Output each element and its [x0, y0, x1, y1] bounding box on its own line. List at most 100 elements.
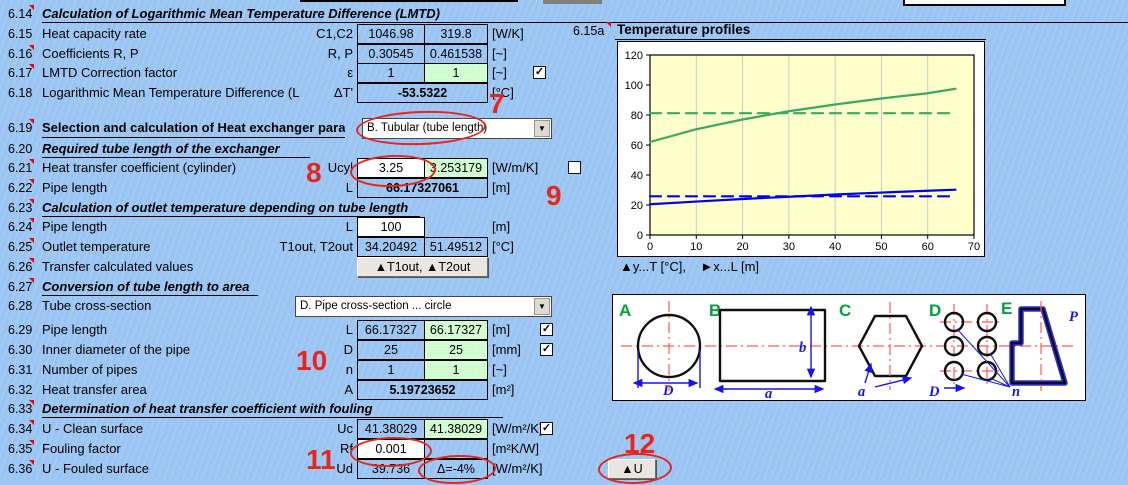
x-tick-label: 50 [875, 241, 887, 253]
row-label: Outlet temperature [42, 239, 151, 254]
row-number: 6.34 [8, 422, 33, 436]
unit-label: [W/m²/K] [492, 461, 543, 476]
button-transfer-values[interactable]: ▲T1out, ▲T2out [357, 257, 488, 277]
unit-label: [m²K/W] [492, 441, 539, 456]
row-6.21: 6.21 Heat transfer coefficient (cylinder)… [0, 158, 1128, 178]
tube [943, 335, 965, 357]
row-symbol: A [344, 382, 353, 397]
cell-6.17-value2[interactable]: 1 [424, 63, 488, 83]
row-6.28: 6.28 Tube cross-section D. Pipe cross-sect… [0, 296, 1128, 317]
cell-6.31-value2[interactable]: 1 [424, 360, 488, 380]
y-tick-label: 60 [631, 140, 643, 152]
comment-marker-icon [29, 460, 34, 465]
cell-6.17-value1[interactable]: 1 [357, 63, 425, 83]
cell-6.29-value2[interactable]: 66.17327 [424, 320, 488, 340]
cell-6.36-value2[interactable]: Δ=-4% [424, 459, 488, 479]
row-symbol: Rf [340, 441, 353, 456]
row-symbol: C1,C2 [316, 26, 353, 41]
dropdown-value: B. Tubular (tube length) [367, 122, 488, 134]
checkbox-6.34[interactable]: ✓ [540, 422, 553, 435]
cell-6.18-value[interactable]: -53.5322 [357, 83, 488, 103]
comment-marker-icon [606, 22, 611, 27]
cell-6.31-value1[interactable]: 1 [357, 360, 425, 380]
n-pointer [960, 373, 1011, 388]
comment-marker-icon [29, 179, 34, 184]
checkbox-6.21[interactable] [568, 161, 581, 174]
dropdown-6.19[interactable]: B. Tubular (tube length) ▼ [362, 118, 552, 139]
plot-area [650, 55, 974, 235]
row-6.22: 6.22 Pipe length L 66.17327061 [m] [0, 178, 1128, 198]
row-label: Inner diameter of the pipe [42, 342, 191, 357]
row-number: 6.24 [8, 220, 33, 234]
comment-marker-icon [29, 64, 34, 69]
row-6.23: 6.23 Calculation of outlet temperature de… [0, 198, 1128, 218]
cell-6.29-value1[interactable]: 66.17327 [357, 320, 425, 340]
chevron-down-icon[interactable]: ▼ [534, 120, 550, 137]
cell-6.15-value1[interactable]: 1046.98 [357, 24, 425, 44]
row-number: 6.36 [8, 462, 33, 476]
cell-6.16-value1[interactable]: 0.30545 [357, 44, 425, 64]
button-update-u[interactable]: ▲U [608, 459, 656, 479]
circle-section [636, 313, 702, 379]
comment-marker-icon [29, 420, 34, 425]
cell-6.32-value[interactable]: 5.19723652 [357, 380, 488, 400]
cell-6.16-value2[interactable]: 0.461538 [424, 44, 488, 64]
checkbox-6.29[interactable]: ✓ [540, 323, 553, 336]
tube [976, 311, 998, 333]
row-label: Heat transfer area [42, 382, 147, 397]
section-underline [42, 22, 1128, 23]
cell-6.22-value[interactable]: 66.17327061 [357, 178, 488, 198]
unit-label: [m] [492, 219, 511, 234]
chevron-down-icon[interactable]: ▼ [534, 298, 550, 315]
comment-marker-icon [29, 45, 34, 50]
comment-marker-icon [29, 119, 34, 124]
comment-marker-icon [29, 5, 34, 10]
checkbox-6.30[interactable]: ✓ [540, 343, 553, 356]
unit-label: [°C] [492, 85, 514, 100]
hex-dim-arrow [874, 375, 913, 388]
row-label: Pipe length [42, 322, 108, 337]
row-label: Coefficients R, P [42, 46, 139, 61]
section-d-label: D [929, 301, 941, 320]
row-number: 6.14 [8, 7, 33, 21]
row-label: U - Fouled surface [42, 461, 149, 476]
row-symbol: D [343, 342, 353, 357]
cell-6.21-value1[interactable]: 3.25 [357, 158, 425, 178]
cell-6.35-value1[interactable]: 0.001 [357, 439, 425, 459]
cell-6.30-value1[interactable]: 25 [357, 340, 425, 360]
dim-label-d: D [662, 383, 674, 399]
x-tick-label: 40 [829, 241, 841, 253]
cell-6.24-value1[interactable]: 100 [357, 217, 425, 237]
row-number: 6.30 [8, 343, 33, 357]
x-tick-label: 0 [647, 241, 653, 253]
partial-gray-cell [543, 0, 602, 4]
cell-6.15-value2[interactable]: 319.8 [424, 24, 488, 44]
dim-label-bundle-n: n [1012, 384, 1020, 399]
section-b-label: B [709, 301, 721, 320]
row-symbol: L [345, 219, 353, 234]
unit-label: [~] [492, 65, 507, 80]
cell-6.25-value2[interactable]: 51.49512 [424, 237, 488, 257]
pipe-cross-section-diagram: A D B b a C a D [612, 294, 1086, 402]
row-number: 6.20 [8, 142, 33, 156]
cell-6.30-value2[interactable]: 25 [424, 340, 488, 360]
row-6.35: 6.35 Fouling factor Rf 0.001 [m²K/W] [0, 439, 1128, 459]
annotation-number-10: 10 [296, 345, 328, 376]
cell-6.25-value1[interactable]: 34.20492 [357, 237, 425, 257]
row-label: Heat capacity rate [42, 26, 147, 41]
dropdown-value: D. Pipe cross-section ... circle [300, 300, 452, 312]
checkbox-6.17[interactable]: ✓ [533, 66, 546, 79]
cross-section-svg: A D B b a C a D [619, 299, 1078, 402]
cell-6.35-value2[interactable] [424, 439, 488, 459]
cell-6.34-value2[interactable]: 41.38029 [424, 419, 488, 439]
comment-marker-icon [29, 159, 34, 164]
cell-6.21-value2[interactable]: 3.253179 [424, 158, 488, 178]
y-tick-label: 20 [631, 200, 643, 212]
row-symbol: T1out, T2out [279, 239, 353, 254]
comment-marker-icon [29, 258, 34, 263]
row-number: 6.19 [8, 121, 33, 135]
row-symbol: Uc [337, 421, 353, 436]
n-pointer [989, 352, 1011, 388]
dropdown-6.28[interactable]: D. Pipe cross-section ... circle ▼ [295, 296, 552, 317]
row-label: Conversion of tube length to area [42, 279, 250, 294]
